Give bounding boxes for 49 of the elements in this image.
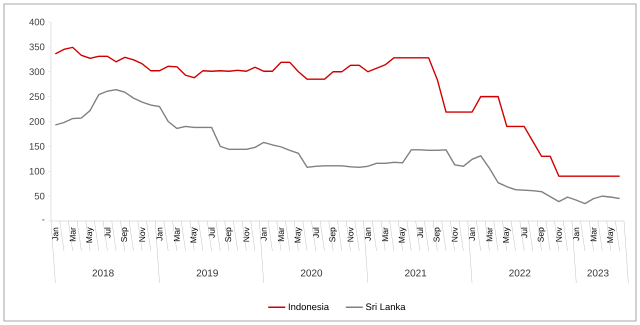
- x-tick-label: Jul: [521, 228, 528, 238]
- x-tick-label: Jan: [260, 228, 267, 241]
- y-tick-label: 150: [30, 143, 44, 150]
- x-tick-label: Nov: [348, 227, 354, 242]
- legend-label: Indonesia: [288, 303, 330, 310]
- x-tick-label: Mar: [382, 227, 388, 242]
- x-tick-label: Sep: [538, 228, 546, 242]
- x-tick-label: Sep: [434, 228, 442, 242]
- x-tick-label: Jul: [312, 228, 319, 238]
- x-tick-label: Jan: [52, 228, 58, 241]
- text: 2019: [196, 269, 218, 277]
- x-tick-label: Mar: [590, 227, 597, 242]
- x-tick-label: Jan: [364, 228, 371, 241]
- text: 2020: [300, 269, 322, 277]
- x-tick-label: May: [190, 227, 198, 242]
- x-tick-label: Sep: [329, 228, 337, 242]
- x-tick-label: May: [294, 227, 302, 242]
- x-tick-label: Mar: [278, 227, 284, 242]
- text: 2022: [509, 269, 530, 277]
- x-tick-label: May: [398, 227, 406, 242]
- x-tick-label: Sep: [225, 228, 233, 242]
- x-tick-label: Jan: [469, 228, 476, 241]
- y-tick-label: 200: [29, 118, 44, 125]
- x-tick-label: Nov: [139, 227, 146, 242]
- x-tick-label: Jul: [208, 228, 215, 238]
- text: 2018: [92, 269, 114, 277]
- text: 2023: [587, 269, 609, 277]
- legend-label: Sri Lanka: [366, 303, 406, 310]
- x-tick-label: Jul: [104, 228, 111, 238]
- x-tick-label: Nov: [243, 227, 250, 242]
- y-tick-label: 100: [30, 168, 44, 175]
- x-tick-label: May: [86, 227, 94, 242]
- x-tick-label: Jan: [156, 228, 162, 241]
- y-tick-label: 50: [34, 192, 44, 200]
- x-tick-label: Jan: [573, 228, 580, 241]
- x-tick-label: Mar: [70, 227, 76, 242]
- x-tick-label: Mar: [174, 227, 180, 242]
- x-tick-label: Nov: [556, 227, 562, 242]
- y-tick-label: 350: [29, 44, 44, 50]
- x-tick-label: Jul: [416, 228, 424, 238]
- y-tick-label: 250: [29, 93, 44, 100]
- x-tick-label: Sep: [120, 228, 129, 242]
- y-tick-label: 300: [29, 68, 44, 76]
- y-tick-label: 400: [29, 18, 44, 26]
- x-tick-label: Mar: [486, 227, 492, 242]
- x-tick-label: May: [607, 227, 615, 242]
- x-tick-label: May: [503, 227, 511, 242]
- text: 2021: [405, 269, 426, 277]
- x-tick-label: Nov: [452, 227, 458, 242]
